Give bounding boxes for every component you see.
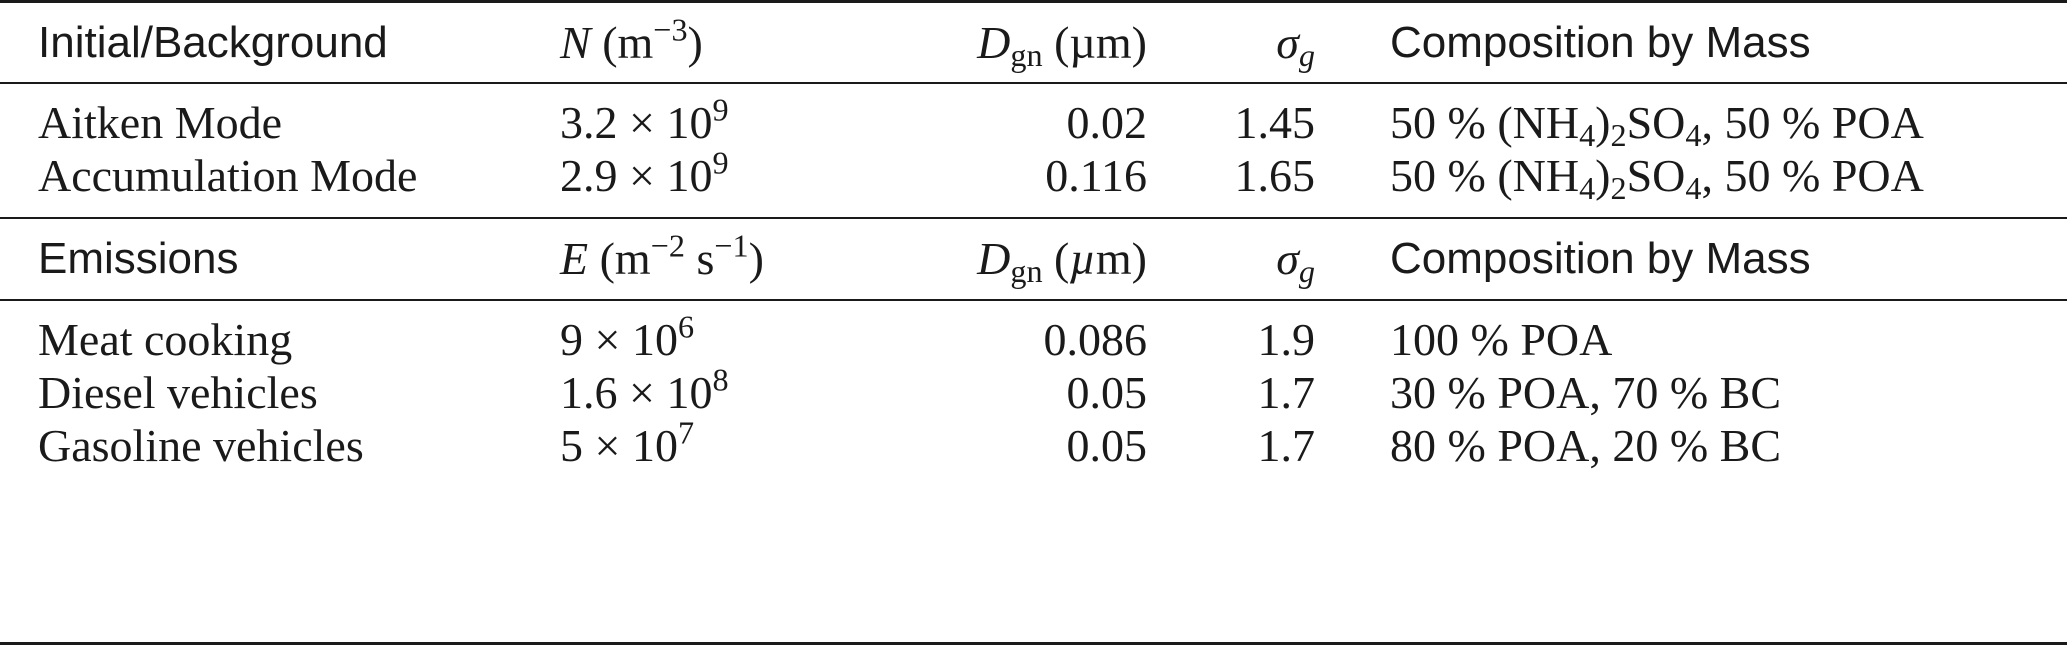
header-initial-background: Initial/Background — [38, 18, 388, 67]
geometric-diameter: 0.116 — [1045, 150, 1147, 201]
header-geometric-diameter: Dgn (µm) — [977, 17, 1147, 74]
geometric-std: 1.65 — [1234, 150, 1316, 201]
source-name: Diesel vehicles — [38, 367, 318, 418]
geometric-std: 1.7 — [1257, 367, 1316, 418]
emission-flux: 5 × 107 — [560, 414, 695, 471]
table-row-accumulation-mode: Accumulation Mode 2.9 × 109 0.116 1.65 5… — [0, 141, 2067, 211]
source-name: Gasoline vehicles — [38, 420, 364, 471]
emission-flux: 1.6 × 108 — [560, 361, 729, 418]
header-geometric-std: σg — [1276, 17, 1315, 74]
table-row-meat-cooking: Meat cooking 9 × 106 0.086 1.9 100 % POA — [0, 305, 2067, 375]
emissions-header-row: Emissions E (m−2 s−1) Dgn (µm) σg Compos… — [0, 224, 2067, 294]
header-composition: Composition by Mass — [1390, 18, 1811, 67]
number-concentration: 2.9 × 109 — [560, 144, 729, 201]
header-number-concentration: N (m−3) — [560, 11, 703, 68]
composition: 100 % POA — [1390, 314, 1613, 365]
number-concentration: 3.2 × 109 — [560, 91, 729, 148]
header-rule-background — [0, 82, 2067, 84]
composition: 50 % (NH4)2SO4, 50 % POA — [1390, 150, 1924, 207]
background-header-row: Initial/Background N (m−3) Dgn (µm) σg C… — [0, 8, 2067, 78]
source-name: Meat cooking — [38, 314, 293, 365]
mode-name: Accumulation Mode — [38, 150, 418, 201]
header-geometric-std: σg — [1276, 233, 1315, 290]
table-row-gasoline-vehicles: Gasoline vehicles 5 × 107 0.05 1.7 80 % … — [0, 411, 2067, 481]
section-rule — [0, 217, 2067, 219]
header-emissions: Emissions — [38, 234, 239, 283]
geometric-diameter: 0.05 — [1066, 420, 1148, 471]
geometric-std: 1.9 — [1257, 314, 1316, 365]
header-composition: Composition by Mass — [1390, 234, 1811, 283]
composition: 50 % (NH4)2SO4, 50 % POA — [1390, 97, 1924, 154]
table-row-diesel-vehicles: Diesel vehicles 1.6 × 108 0.05 1.7 30 % … — [0, 358, 2067, 428]
header-geometric-diameter: Dgn (µm) — [977, 233, 1147, 290]
header-rule-emissions — [0, 299, 2067, 301]
emission-flux: 9 × 106 — [560, 308, 695, 365]
composition: 30 % POA, 70 % BC — [1390, 367, 1782, 418]
header-emission-flux: E (m−2 s−1) — [560, 227, 764, 284]
bottom-rule — [0, 642, 2067, 645]
geometric-diameter: 0.02 — [1066, 97, 1148, 148]
top-rule — [0, 0, 2067, 3]
geometric-std: 1.7 — [1257, 420, 1316, 471]
geometric-std: 1.45 — [1234, 97, 1316, 148]
composition: 80 % POA, 20 % BC — [1390, 420, 1782, 471]
geometric-diameter: 0.05 — [1066, 367, 1148, 418]
mode-name: Aitken Mode — [38, 97, 283, 148]
geometric-diameter: 0.086 — [1043, 314, 1148, 365]
table-row-aitken-mode: Aitken Mode 3.2 × 109 0.02 1.45 50 % (NH… — [0, 88, 2067, 158]
